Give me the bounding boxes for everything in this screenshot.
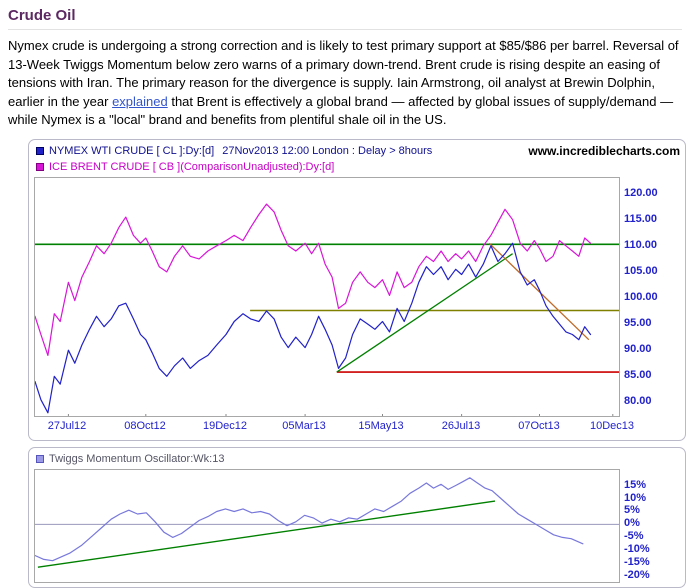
price-chart-panel: NYMEX WTI CRUDE [ CL ]:Dy:[d] 27Nov2013 … [28, 138, 686, 441]
x-axis-label: 27Jul12 [47, 419, 87, 432]
price-plot-row: 120.00 115.00 110.00 105.00 100.00 95.00 90.00… [34, 176, 680, 417]
y-axis-label: -10% [624, 542, 650, 555]
x-axis-label: 08Oct12 [124, 419, 166, 432]
explained-link[interactable]: explained [112, 93, 168, 109]
x-axis-label: 07Oct13 [518, 419, 560, 432]
price-legend-row-2: ICE BRENT CRUDE [ CB ](ComparisonUnadjus… [34, 159, 680, 175]
y-axis-label: 85.00 [624, 368, 652, 381]
y-axis-label: 90.00 [624, 342, 652, 355]
y-axis-label: 120.00 [624, 186, 658, 199]
y-axis-label: 110.00 [624, 238, 658, 251]
brent-legend-label: ICE BRENT CRUDE [ CB ](ComparisonUnadjus… [49, 160, 335, 173]
brent-series-swatch [36, 162, 44, 171]
wti-series-swatch [36, 146, 44, 155]
twiggs-momentum-line [35, 476, 584, 561]
downtrend-line [488, 242, 590, 340]
x-axis-label: 15May13 [358, 419, 404, 432]
page-title: Crude Oil [8, 7, 682, 30]
y-axis-label: 80.00 [624, 394, 652, 407]
momentum-legend-label: Twiggs Momentum Oscillator:Wk:13 [49, 452, 225, 465]
y-axis-label: 10% [624, 491, 647, 504]
momentum-panel: Twiggs Momentum Oscillator:Wk:13 15% 10% 5… [28, 446, 686, 588]
y-axis-label: 15% [624, 478, 647, 491]
x-axis-label: 26Jul13 [441, 419, 481, 432]
price-legend-row-1: NYMEX WTI CRUDE [ CL ]:Dy:[d] 27Nov2013 … [34, 143, 680, 159]
y-axis-label: 115.00 [624, 212, 658, 225]
x-axis-label: 10Dec13 [589, 419, 635, 432]
article-text-after: that Brent is effectively a global brand… [8, 93, 674, 128]
watermark-text: www.incrediblecharts.com [528, 143, 680, 158]
y-axis-label: 5% [624, 503, 640, 516]
nymex-wti-crude-line [35, 242, 592, 413]
momentum-uptrend [37, 499, 496, 568]
y-axis-label: 100.00 [624, 290, 658, 303]
y-axis-label: 0% [624, 516, 640, 529]
price-x-axis: 27Jul12 08Oct12 19Dec12 05Mar13 15May13 26Jul… [34, 419, 634, 436]
momentum-series-swatch [36, 454, 44, 463]
y-axis-label: -20% [624, 568, 650, 581]
wti-legend-label: NYMEX WTI CRUDE [ CL ]:Dy:[d] [49, 144, 215, 157]
article-text: Nymex crude is undergoing a strong corre… [8, 37, 682, 130]
momentum-plot-row: 15% 10% 5% 0% -5% -10% -15% -20% [34, 468, 680, 583]
momentum-legend-row: Twiggs Momentum Oscillator:Wk:13 [34, 451, 680, 467]
y-axis-label: 95.00 [624, 316, 652, 329]
uptrend-line [336, 252, 513, 373]
price-y-axis: 120.00 115.00 110.00 105.00 100.00 95.00 90.00… [620, 177, 678, 417]
quote-delay-label: 27Nov2013 12:00 London : Delay > 8hours [222, 144, 433, 157]
ice-brent-crude-line [35, 203, 592, 356]
article-text-before: Nymex crude is undergoing a strong corre… [8, 38, 679, 109]
x-axis-label: 19Dec12 [202, 419, 248, 432]
y-axis-label: -5% [624, 529, 644, 542]
momentum-y-axis: 15% 10% 5% 0% -5% -10% -15% -20% [620, 469, 678, 583]
price-chart-plot [34, 176, 620, 417]
momentum-plot [34, 468, 620, 583]
y-axis-label: -15% [624, 555, 650, 568]
x-axis-label: 05Mar13 [282, 419, 326, 432]
y-axis-label: 105.00 [624, 264, 658, 277]
